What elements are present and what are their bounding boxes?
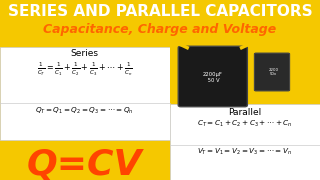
Text: $C_T = C_1 + C_2 + C_3 + \cdots + C_n$: $C_T = C_1 + C_2 + C_3 + \cdots + C_n$: [197, 119, 292, 129]
Text: 2200μF
 50 V: 2200μF 50 V: [203, 72, 223, 83]
Text: Q=CV: Q=CV: [27, 148, 142, 180]
Text: Capacitance, Charge and Voltage: Capacitance, Charge and Voltage: [44, 22, 276, 35]
Text: 2200
50v: 2200 50v: [268, 68, 279, 76]
Text: Parallel: Parallel: [228, 108, 261, 117]
FancyBboxPatch shape: [0, 47, 170, 140]
FancyBboxPatch shape: [170, 47, 320, 108]
Text: $V_T = V_1 = V_2 = V_3 = \cdots = V_n$: $V_T = V_1 = V_2 = V_3 = \cdots = V_n$: [197, 147, 292, 157]
Text: $\frac{1}{C_T} = \frac{1}{C_1} + \frac{1}{C_2} + \frac{1}{C_3} + \cdots + \frac{: $\frac{1}{C_T} = \frac{1}{C_1} + \frac{1…: [37, 60, 133, 78]
Text: $Q_T = Q_1 = Q_2 = Q_3 = \cdots = Q_n$: $Q_T = Q_1 = Q_2 = Q_3 = \cdots = Q_n$: [36, 105, 134, 116]
FancyBboxPatch shape: [178, 46, 247, 107]
Text: Series: Series: [71, 50, 99, 59]
Text: SERIES AND PARALLEL CAPACITORS: SERIES AND PARALLEL CAPACITORS: [8, 4, 312, 19]
FancyBboxPatch shape: [254, 53, 290, 91]
FancyBboxPatch shape: [170, 104, 320, 180]
